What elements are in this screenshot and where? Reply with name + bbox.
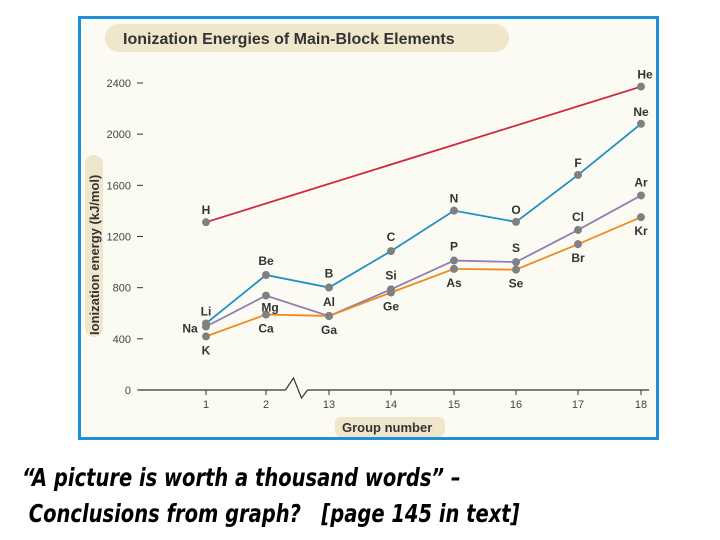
- data-point: [202, 322, 210, 331]
- x-axis-label-band: [335, 417, 445, 437]
- axis-break-mark: [285, 376, 308, 400]
- caption-line-2: Conclusions from graph? [page 145 in tex…: [22, 499, 520, 528]
- point-label: Kr: [634, 224, 648, 238]
- data-point: [637, 119, 645, 128]
- chart-title: Ionization Energies of Main-Block Elemen…: [123, 31, 455, 48]
- x-tick-label: 17: [572, 399, 584, 411]
- point-label: Li: [201, 304, 212, 318]
- point-label: Cl: [572, 210, 584, 224]
- point-label: H: [202, 203, 211, 217]
- point-label: P: [450, 240, 458, 254]
- series-line: [205, 123, 642, 325]
- data-point: [387, 247, 395, 256]
- data-point: [450, 206, 458, 215]
- y-tick-label: 800: [113, 283, 131, 295]
- data-point: [450, 256, 458, 265]
- point-labels: H He Li Be B C N O F Ne Na Mg Al Si P S Cl Ar K Ca Ga Ge As Se B…: [182, 68, 653, 358]
- point-label: Mg: [261, 301, 278, 315]
- point-label: Al: [323, 295, 335, 309]
- chart-frame: Ionization Energies of Main-Block Elemen…: [78, 16, 659, 440]
- y-tick-label: 2000: [107, 129, 131, 141]
- point-label: Ne: [633, 105, 649, 119]
- point-label: Br: [571, 251, 585, 265]
- point-label: Be: [258, 254, 274, 268]
- data-point: [512, 265, 520, 274]
- data-point: [637, 191, 645, 200]
- y-tick-label: 0: [125, 385, 131, 397]
- point-label: K: [202, 343, 211, 357]
- point-label: He: [637, 68, 653, 82]
- caption-line-1: “A picture is worth a thousand words” –: [22, 463, 461, 492]
- data-point: [512, 217, 520, 226]
- point-label: C: [387, 230, 396, 244]
- series-layer: [202, 82, 645, 341]
- point-label: Ca: [258, 322, 274, 336]
- series-line: [205, 194, 642, 328]
- ionization-energy-chart: Ionization Energies of Main-Block Elemen…: [85, 24, 653, 437]
- data-point: [574, 240, 582, 249]
- data-point: [512, 258, 520, 267]
- x-tick-label: 13: [323, 399, 335, 411]
- point-label: Ga: [321, 323, 337, 337]
- point-label: O: [511, 203, 520, 217]
- data-point: [202, 218, 210, 227]
- data-point: [574, 170, 582, 179]
- data-point: [387, 288, 395, 297]
- x-tick-label: 2: [263, 399, 269, 411]
- y-axis-label: Ionization energy (kJ/mol): [87, 175, 102, 335]
- y-axis-label-band: [85, 155, 103, 337]
- y-tick-label: 2400: [107, 78, 131, 90]
- y-tick-label: 400: [113, 334, 131, 346]
- series-line: [205, 216, 642, 338]
- series-line: [205, 85, 642, 224]
- point-label: Si: [385, 268, 396, 282]
- data-point: [637, 213, 645, 222]
- data-point: [637, 82, 645, 91]
- point-label: N: [450, 192, 459, 206]
- x-tick-label: 1: [203, 399, 209, 411]
- data-point: [325, 311, 333, 320]
- x-tick-label: 15: [448, 399, 460, 411]
- point-label: S: [512, 241, 520, 255]
- x-tick-label: 14: [385, 399, 397, 411]
- point-label: As: [446, 276, 462, 290]
- point-label: Se: [509, 277, 524, 291]
- data-point: [262, 291, 270, 300]
- x-axis-label: Group number: [342, 420, 432, 435]
- chart-title-band: [105, 24, 509, 52]
- point-label: Ar: [634, 175, 648, 189]
- data-point: [325, 283, 333, 292]
- y-tick-label: 1600: [107, 180, 131, 192]
- x-tick-label: 16: [510, 399, 522, 411]
- data-point: [450, 264, 458, 273]
- caption: “A picture is worth a thousand words” – …: [22, 460, 560, 532]
- data-point: [202, 332, 210, 341]
- data-point: [262, 271, 270, 280]
- point-label: F: [574, 156, 581, 170]
- point-label: Ge: [383, 300, 399, 314]
- x-tick-label: 18: [635, 399, 647, 411]
- y-tick-label: 1200: [107, 232, 131, 244]
- point-label: Na: [182, 322, 198, 336]
- data-point: [262, 310, 270, 319]
- data-point: [574, 225, 582, 234]
- point-label: B: [325, 267, 334, 281]
